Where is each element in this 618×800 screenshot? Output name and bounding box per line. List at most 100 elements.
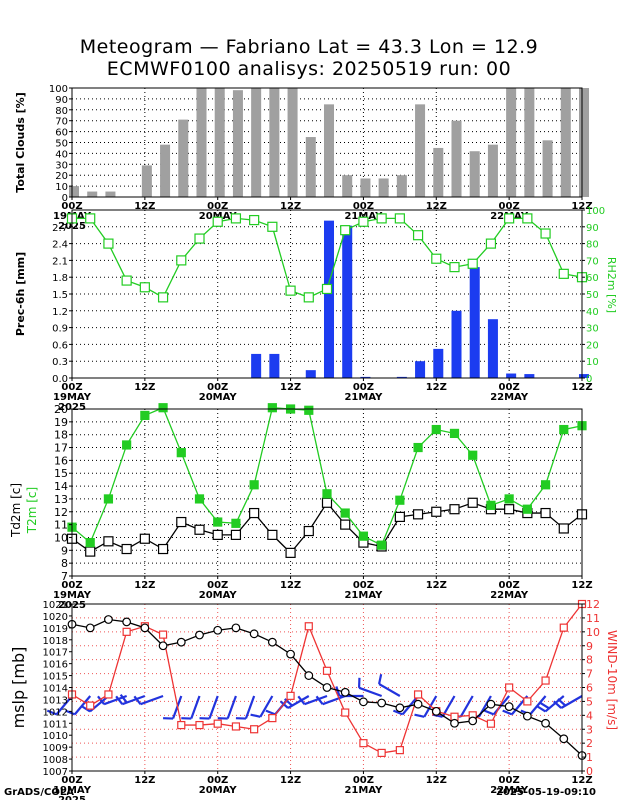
panel-2-ytick-label: 11 (54, 519, 68, 532)
wind-barb (459, 695, 474, 718)
mslp-point (213, 625, 223, 635)
mslp-point (267, 637, 277, 647)
panel-3-ytick-right-label: 7 (586, 668, 593, 681)
cloud-bar (87, 191, 98, 197)
cloud-bar (105, 191, 116, 197)
mslp-point (413, 699, 423, 709)
panel-1-xtick-label: 12Z (134, 382, 155, 393)
rh-point (504, 213, 515, 224)
panel-3-ytick-label: 1015 (43, 672, 68, 683)
td2m-point (267, 529, 278, 540)
td2m-point (249, 507, 260, 519)
wind-point (505, 683, 514, 692)
mslp-point (359, 697, 368, 707)
panel-1-xtick-label: 00Z (353, 382, 374, 393)
panel-1-ytick-label: 1.5 (52, 290, 68, 301)
wind-point (559, 623, 568, 632)
wind-barb (378, 683, 401, 697)
panel-1-ytick-label: 2.7 (52, 223, 68, 234)
wind-barb (226, 695, 237, 719)
panel-3-ytick-label: 1016 (43, 660, 68, 671)
precip-bar (415, 361, 426, 378)
cloud-bar (578, 88, 590, 197)
panel-1-xtick-label: 12Z (426, 382, 447, 393)
panel-3-xtick-label: 12Z (280, 775, 301, 786)
mslp-point (286, 649, 295, 659)
wind-point (523, 697, 532, 706)
cloud-bar (469, 151, 480, 197)
t2m-point (322, 489, 332, 499)
mslp-point (431, 706, 441, 716)
panel-2-xtick-label: 12Z (134, 580, 155, 591)
panel-3-ytick-right-label: 12 (586, 598, 600, 611)
mslp-point (104, 615, 113, 624)
panel-3-ytick-label: 1018 (43, 636, 68, 647)
panel-3-xtick-label: 00Z (353, 775, 374, 786)
rh-point (139, 282, 150, 293)
wind-barb-flag (484, 709, 495, 716)
panel-3-ytick-right-label: 2 (586, 737, 593, 750)
wind-point (177, 720, 186, 730)
wind-barb-flag (502, 709, 513, 716)
mslp-point (395, 703, 405, 713)
precip-bar (433, 348, 444, 378)
cloud-bar (342, 175, 353, 197)
td2m-point (394, 511, 405, 523)
wind-barb (73, 695, 92, 716)
precip-bar (506, 373, 517, 378)
wind-point (286, 691, 295, 700)
wind-point (359, 739, 368, 748)
wind-barb-flag (115, 695, 124, 705)
panel-1-ytick-label: 1.8 (52, 273, 68, 284)
rh-point (449, 262, 460, 273)
precip-bar (578, 374, 590, 378)
wind-barb (140, 694, 164, 706)
wind-point (195, 720, 204, 730)
wind-barb (244, 695, 256, 719)
panel-3-xtick-label: 00Z (207, 775, 228, 786)
panel-2-xtick-label: 12Z (571, 580, 592, 591)
cloud-bar (323, 104, 335, 197)
wind-barb-flag (414, 713, 425, 718)
panel-0-ytick-label: 30 (55, 160, 68, 171)
cloud-bar (178, 119, 189, 197)
wind-barb-flag (250, 713, 261, 718)
panel-0-xtick-label: 00Z (499, 201, 520, 212)
wind-point (486, 719, 496, 728)
t2m-point (504, 494, 514, 504)
t2m-point (140, 410, 150, 421)
t2m-point (468, 450, 478, 460)
mslp-point (559, 734, 569, 744)
panel-3-ytick-label: 1007 (43, 767, 68, 778)
panel-0-ytick-label: 20 (55, 171, 68, 182)
panel-1-ytick-right-label: 0 (586, 374, 592, 385)
panel-2-ytick-label: 13 (54, 493, 68, 506)
panel-3-ytick-label: 1014 (43, 684, 68, 695)
t2m-point (267, 403, 277, 413)
panel-0-xtick-label: 12Z (280, 201, 301, 212)
panel-1-ytick-right-label: 10 (586, 357, 599, 368)
wind-barb-flag (557, 698, 567, 707)
mslp-point (249, 629, 259, 639)
t2m-point (522, 504, 532, 514)
panel-3-ytick-right-label: 5 (586, 695, 593, 708)
panel-3-ylabel: mslp [mb] (9, 647, 28, 729)
wind-barb (259, 695, 274, 718)
cloud-bar (251, 88, 262, 197)
panel-1-ytick-right-label: 70 (586, 256, 599, 267)
wind-barb-flag (65, 709, 76, 716)
rh-point (522, 213, 533, 224)
td2m-point (558, 523, 569, 534)
panel-3-ytick-label: 1017 (43, 648, 68, 659)
panel-2-ytick-label: 16 (54, 454, 68, 467)
t2m-point (103, 494, 114, 504)
panel-3-ytick-label: 1008 (43, 755, 68, 766)
t2m-point (213, 517, 223, 527)
td2m-point (504, 504, 515, 515)
rh-point (358, 216, 369, 227)
panel-1-xtick-label: 00Z (61, 382, 82, 393)
cloud-bar (506, 88, 517, 197)
panel-0-ytick-label: 90 (55, 95, 68, 106)
td2m-point (449, 504, 460, 515)
panel-3-ytick-right-label: 10 (586, 626, 600, 639)
